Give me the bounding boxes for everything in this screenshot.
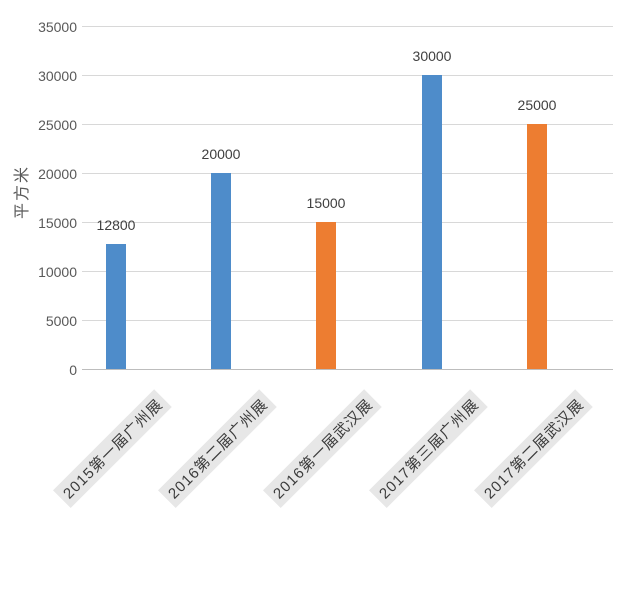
gridline xyxy=(82,124,613,125)
x-category-label: 2016第二届广州展 xyxy=(157,389,277,509)
bar xyxy=(106,243,126,369)
y-tick-label: 10000 xyxy=(38,264,77,280)
gridline xyxy=(82,173,613,174)
bar-value-label: 25000 xyxy=(517,97,557,113)
y-tick-label: 5000 xyxy=(45,313,77,329)
y-tick-label: 30000 xyxy=(38,68,77,84)
gridline xyxy=(82,320,613,321)
y-tick-label: 15000 xyxy=(38,215,77,231)
bar xyxy=(422,75,442,369)
gridline xyxy=(82,271,613,272)
x-category-label: 2017第二届武汉展 xyxy=(473,389,593,509)
y-tick-label: 20000 xyxy=(38,166,77,182)
gridline xyxy=(82,26,613,27)
bar xyxy=(316,222,336,369)
x-category-label: 2017第三届广州展 xyxy=(368,389,488,509)
gridline xyxy=(82,222,613,223)
y-tick-label: 35000 xyxy=(38,19,77,35)
x-category-label: 2016第一届武汉展 xyxy=(262,389,382,509)
x-category-label: 2015第一届广州展 xyxy=(52,389,172,509)
y-tick-label: 25000 xyxy=(38,117,77,133)
bar-value-label: 20000 xyxy=(201,146,241,162)
bar-value-label: 12800 xyxy=(96,216,136,233)
y-tick-label: 0 xyxy=(69,362,77,378)
bar xyxy=(527,124,547,369)
x-axis-line xyxy=(82,369,613,370)
bar-value-label: 30000 xyxy=(412,48,452,64)
bar-value-label: 15000 xyxy=(306,195,346,211)
gridline xyxy=(82,75,613,76)
bar xyxy=(211,173,231,369)
